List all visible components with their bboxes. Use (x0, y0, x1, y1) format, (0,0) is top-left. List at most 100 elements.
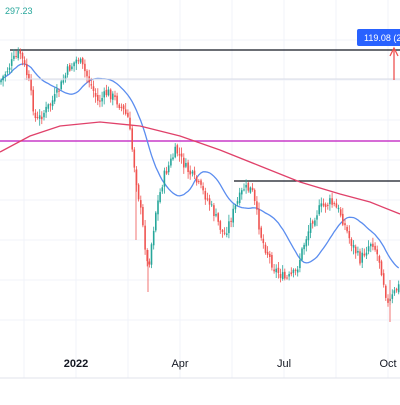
candle-body (342, 213, 344, 225)
candle-body (165, 171, 168, 174)
candle-94 (202, 182, 204, 195)
candle-body (243, 189, 245, 191)
candle-body (36, 117, 39, 118)
candle-body (71, 66, 73, 70)
candle-body (103, 91, 105, 98)
candle-65 (140, 195, 142, 215)
candle-51 (109, 88, 112, 103)
candle-body (195, 176, 198, 183)
candle-123 (264, 242, 267, 255)
candle-body (21, 53, 24, 59)
candle-98 (210, 200, 213, 207)
candle-body (191, 171, 194, 174)
candle-125 (269, 250, 271, 264)
candle-44 (94, 88, 97, 103)
candle-body (174, 146, 176, 158)
candle-1 (2, 74, 4, 87)
candle-110 (236, 197, 239, 207)
candle-body (305, 239, 308, 247)
candle-body (127, 112, 129, 117)
candle-body (97, 95, 99, 101)
candle-body (271, 255, 273, 268)
candle-91 (195, 175, 198, 186)
candle-body (60, 81, 62, 90)
candle-78 (167, 161, 170, 176)
candle-body (0, 80, 2, 83)
candle-138 (296, 266, 299, 277)
candle-body (64, 75, 67, 79)
candle-body (311, 221, 314, 224)
candle-body (2, 76, 4, 81)
candle-body (10, 59, 13, 66)
candle-body (395, 288, 398, 291)
candle-8 (17, 47, 19, 61)
candle-body (204, 191, 207, 200)
candle-body (206, 198, 209, 200)
candle-76 (163, 167, 166, 194)
candle-120 (258, 202, 260, 235)
candle-body (318, 205, 320, 215)
candle-106 (228, 214, 230, 239)
candle-body (198, 181, 200, 183)
candle-body (38, 115, 41, 119)
candle-body (129, 117, 131, 130)
x-tick-label: Jul (277, 358, 291, 370)
candle-17 (36, 111, 39, 120)
candle-body (262, 238, 265, 244)
candle-25 (53, 87, 56, 105)
candle-body (176, 145, 179, 154)
candle-body (236, 201, 239, 204)
candle-23 (49, 102, 52, 112)
candle-body (19, 50, 22, 54)
candle-22 (47, 103, 50, 112)
candle-35 (75, 56, 78, 70)
x-tick-label: Oct (379, 358, 396, 370)
candle-131 (281, 265, 284, 281)
candle-body (230, 220, 232, 222)
candle-body (73, 62, 75, 67)
candle-body (152, 230, 155, 246)
candle-body (357, 251, 359, 253)
candle-157 (337, 204, 340, 213)
candle-139 (299, 253, 301, 273)
candle-75 (161, 184, 164, 194)
candle-body (26, 64, 28, 76)
candle-body (219, 221, 222, 230)
candle-body (223, 232, 226, 234)
candle-161 (346, 224, 348, 234)
candle-body (137, 184, 140, 200)
candle-171 (367, 240, 370, 255)
candle-body (193, 170, 196, 175)
candle-175 (376, 245, 378, 261)
candle-124 (266, 246, 269, 258)
candle-21 (45, 101, 47, 118)
candle-body (391, 294, 394, 299)
candle-body (155, 212, 157, 231)
candle-body (30, 79, 32, 91)
candle-body (161, 187, 164, 192)
candle-156 (335, 198, 338, 209)
candle-body (43, 112, 45, 118)
candle-body (296, 269, 299, 273)
candle-111 (238, 187, 241, 206)
candle-112 (241, 187, 243, 200)
candle-101 (217, 212, 219, 226)
candle-body (339, 209, 342, 216)
level-lines (0, 49, 400, 182)
candle-body (28, 74, 30, 80)
candle-body (185, 163, 187, 167)
candle-body (183, 157, 185, 168)
candle-body (45, 106, 47, 113)
candle-54 (116, 92, 118, 108)
candles (0, 47, 400, 322)
candle-134 (288, 271, 290, 281)
candle-153 (329, 194, 331, 211)
candle-16 (34, 109, 37, 122)
candle-165 (354, 244, 357, 259)
candle-body (234, 205, 237, 210)
candle-body (34, 112, 37, 119)
candle-body (238, 192, 241, 203)
candle-37 (79, 57, 82, 64)
